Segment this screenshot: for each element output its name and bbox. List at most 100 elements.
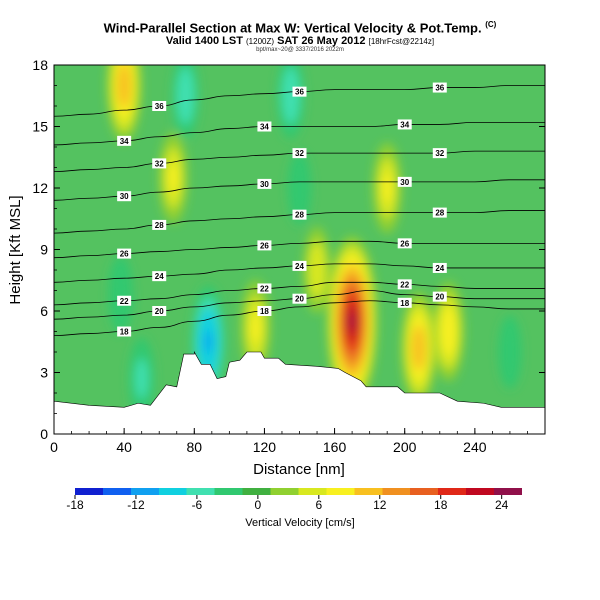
x-tick-label: 0 bbox=[50, 439, 58, 455]
x-tick-label: 240 bbox=[463, 439, 487, 455]
downdraft-core bbox=[135, 358, 149, 400]
y-tick-label: 3 bbox=[40, 365, 48, 381]
isentrope-label-box bbox=[292, 293, 307, 304]
downdraft-core bbox=[204, 330, 212, 354]
updraft-core bbox=[349, 311, 355, 331]
chart-subtitle: Valid 1400 LST (1200Z) SAT 26 May 2012 [… bbox=[0, 35, 600, 47]
isentrope-label-box bbox=[292, 260, 307, 271]
isentrope-label-box bbox=[397, 176, 412, 187]
isentrope-label-box bbox=[152, 101, 167, 111]
isentrope-label: 30 bbox=[120, 192, 129, 201]
isentrope-label-box bbox=[257, 240, 272, 251]
isentrope-label: 32 bbox=[295, 149, 304, 158]
valid-time: Valid 1400 LST bbox=[165, 35, 243, 47]
isentrope-label: 26 bbox=[400, 239, 409, 248]
isentrope-label: 32 bbox=[155, 159, 164, 168]
isentrope-label: 30 bbox=[400, 178, 409, 187]
isentrope-label-box bbox=[117, 295, 132, 306]
isentrope-label-box bbox=[117, 191, 132, 202]
colorbar-tick-label: -18 bbox=[66, 498, 84, 512]
x-tick-label: 120 bbox=[253, 439, 277, 455]
updraft-core bbox=[168, 162, 178, 193]
isentrope-label: 34 bbox=[120, 137, 129, 146]
isentrope-label: 26 bbox=[260, 241, 269, 250]
colorbar-tick-label: -6 bbox=[192, 498, 203, 512]
isentrope-label: 18 bbox=[400, 299, 409, 308]
isentrope-label: 24 bbox=[155, 272, 164, 281]
isentrope-label: 32 bbox=[435, 149, 444, 158]
updraft-core bbox=[444, 319, 453, 344]
isentrope-label: 22 bbox=[260, 284, 269, 293]
x-tick-label: 80 bbox=[186, 439, 202, 455]
isentrope-22 bbox=[54, 281, 545, 306]
colorbar-tick-label: 24 bbox=[495, 498, 509, 512]
potential-temperature-contours: 18 18 18 20 20 20 22 22 22 24 24 24 26 26 26 28 28 28 30 30… bbox=[54, 82, 545, 337]
credit-line: bpt/max~20@ 3337/2016 2022m bbox=[256, 47, 344, 53]
colorbar-tick-label: 0 bbox=[255, 498, 262, 512]
colorbar-tick-label: 18 bbox=[434, 498, 448, 512]
isentrope-label: 22 bbox=[400, 280, 409, 289]
x-axis: 0 40 80 120 160 200 240 bbox=[50, 428, 546, 455]
colorbar-scale bbox=[75, 488, 522, 495]
updraft-core bbox=[120, 74, 128, 97]
isentrope-label-box bbox=[152, 306, 167, 316]
isentrope-label-box bbox=[117, 135, 132, 146]
isentrope-label: 22 bbox=[120, 297, 129, 306]
updraft-core bbox=[250, 311, 261, 344]
isentrope-label-box bbox=[152, 271, 167, 282]
updraft-core bbox=[382, 172, 392, 204]
y-tick-label: 18 bbox=[32, 57, 48, 73]
colorbar-tick-label: 12 bbox=[373, 498, 387, 512]
isentrope-label-box bbox=[257, 306, 272, 316]
y-tick-label: 12 bbox=[32, 180, 48, 196]
isentrope-label: 24 bbox=[295, 262, 304, 271]
y-tick-label: 0 bbox=[40, 426, 48, 442]
isentrope-label: 28 bbox=[155, 221, 164, 230]
isentrope-label: 30 bbox=[260, 180, 269, 189]
chart-title-text: Wind-Parallel Section at Max W: Vertical… bbox=[103, 20, 482, 36]
downdraft-core bbox=[293, 169, 306, 207]
field-cores bbox=[106, 65, 522, 420]
vertical-velocity-field bbox=[54, 65, 545, 434]
isentrope-label-box bbox=[432, 262, 447, 273]
isentrope-label-box bbox=[397, 297, 412, 308]
x-tick-label: 40 bbox=[116, 439, 132, 455]
isentrope-label-box bbox=[397, 238, 412, 249]
valid-date: SAT 26 May 2012 bbox=[277, 35, 366, 47]
chart-title: Wind-Parallel Section at Max W: Vertical… bbox=[0, 20, 600, 35]
updraft-core bbox=[312, 255, 322, 285]
colorbar-label: Vertical Velocity [cm/s] bbox=[245, 517, 354, 529]
isentrope-label: 20 bbox=[155, 307, 164, 316]
isentrope-label: 20 bbox=[295, 295, 304, 304]
isentrope-label-box bbox=[432, 148, 447, 159]
isentrope-label: 34 bbox=[260, 123, 269, 132]
isentrope-label: 24 bbox=[435, 264, 444, 273]
isentrope-label-box bbox=[432, 207, 447, 218]
y-tick-label: 6 bbox=[40, 303, 48, 319]
isentrope-label: 36 bbox=[155, 102, 164, 111]
isentrope-18 bbox=[54, 300, 545, 336]
colorbar: -18 -12 -6 0 6 12 18 24 Vertical Velocity [cm/s… bbox=[66, 488, 522, 529]
isentrope-label-box bbox=[397, 119, 412, 130]
isentrope-label-box bbox=[257, 178, 272, 189]
downdraft-core bbox=[114, 275, 127, 314]
isentrope-label: 34 bbox=[400, 120, 409, 129]
isentrope-label-box bbox=[257, 121, 272, 132]
isentrope-label-box bbox=[152, 219, 167, 230]
valid-time-utc: (1200Z) bbox=[246, 37, 275, 46]
downdraft-core bbox=[504, 333, 516, 371]
downdraft-core bbox=[180, 81, 191, 111]
isentrope-label: 18 bbox=[260, 307, 269, 316]
isentrope-label-box bbox=[292, 209, 307, 220]
colorbar-tick-label: 6 bbox=[315, 498, 322, 512]
x-tick-label: 160 bbox=[323, 439, 347, 455]
x-axis-label: Distance [nm] bbox=[253, 461, 345, 478]
copyright-mark: (C) bbox=[485, 20, 497, 29]
isentrope-label: 36 bbox=[295, 88, 304, 97]
isentrope-label: 26 bbox=[120, 250, 129, 259]
isentrope-label-box bbox=[432, 291, 447, 302]
isentrope-label: 18 bbox=[120, 328, 129, 337]
forecast-info: [18hrFcst@2214z] bbox=[368, 37, 435, 46]
